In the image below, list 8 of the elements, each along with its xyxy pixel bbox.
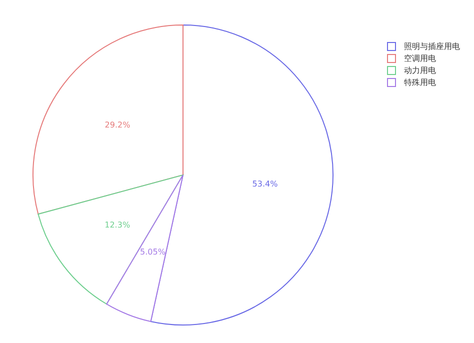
legend-label: 空调用电 [404, 52, 436, 64]
data-label: 5.05% [140, 247, 166, 256]
data-label: 53.4% [252, 179, 278, 188]
legend-label: 特殊用电 [404, 76, 436, 88]
data-label: 12.3% [104, 220, 130, 230]
legend-label: 照明与插座用电 [404, 40, 460, 52]
data-label: 29.2% [104, 120, 131, 130]
legend-label: 动力用电 [404, 64, 436, 76]
